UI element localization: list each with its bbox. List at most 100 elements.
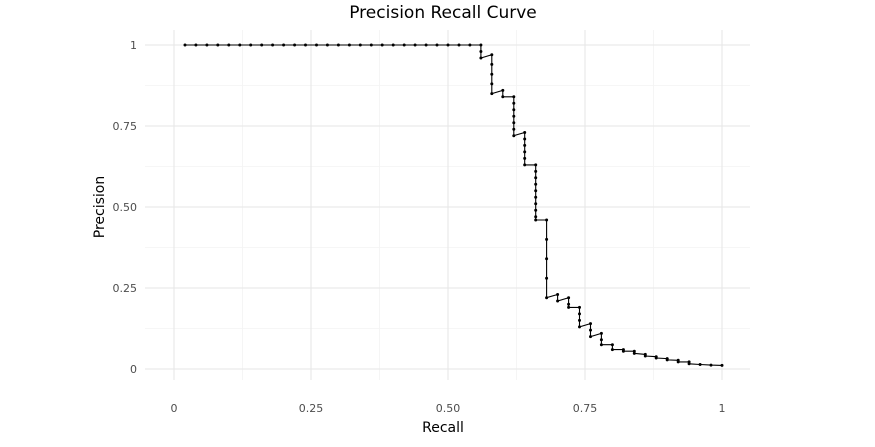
data-point [512, 108, 516, 112]
x-tick-label: 0 [171, 402, 178, 415]
data-point [523, 156, 527, 160]
data-point [545, 218, 549, 222]
data-point [479, 43, 483, 47]
data-point [632, 349, 636, 353]
data-point [676, 360, 680, 364]
data-point [315, 43, 318, 47]
y-tick-label: 0.75 [113, 120, 138, 133]
data-point [589, 328, 592, 332]
data-point [523, 163, 527, 167]
data-point [578, 305, 581, 309]
x-tick-label: 0.75 [573, 402, 598, 415]
data-point [271, 43, 275, 47]
data-point [205, 43, 209, 47]
y-axis-ticks: 0 0.25 0.50 0.75 1 [113, 39, 138, 376]
data-point [523, 137, 527, 141]
data-point [545, 276, 549, 280]
data-point [534, 195, 538, 199]
data-point [249, 43, 253, 47]
data-point [534, 208, 538, 212]
data-point [556, 299, 560, 303]
data-point [589, 335, 592, 339]
data-point [534, 182, 538, 186]
x-axis-title: Recall [422, 420, 464, 436]
data-point [501, 95, 505, 99]
data-point [468, 43, 472, 47]
data-point [490, 62, 494, 66]
data-point [534, 215, 538, 219]
data-point [589, 322, 592, 326]
data-point [599, 338, 603, 342]
data-point [545, 296, 549, 300]
data-point [599, 331, 603, 335]
data-point [545, 257, 549, 261]
series-line [185, 44, 723, 366]
data-point [534, 218, 538, 222]
data-point [435, 43, 439, 47]
x-tick-label: 0.25 [299, 402, 324, 415]
data-point [293, 43, 297, 47]
data-point [610, 343, 614, 347]
x-tick-label: 0.50 [436, 402, 461, 415]
data-point [490, 72, 494, 76]
data-point [446, 43, 450, 47]
data-point [654, 356, 658, 360]
data-point [457, 43, 461, 47]
data-point [424, 43, 428, 47]
data-point [567, 305, 571, 309]
data-point [534, 189, 538, 193]
data-point [643, 354, 647, 358]
data-point [479, 56, 483, 60]
data-point [512, 127, 516, 131]
grid [145, 30, 750, 380]
data-point [479, 50, 483, 53]
data-point [698, 363, 702, 366]
data-point [391, 43, 395, 47]
data-point [610, 348, 614, 352]
data-point [709, 363, 713, 367]
data-point [665, 358, 669, 362]
data-point [194, 43, 198, 47]
data-point [282, 43, 286, 47]
y-tick-label: 0.50 [113, 201, 138, 214]
data-point [260, 43, 264, 47]
x-axis-ticks: 0 0.25 0.50 0.75 1 [171, 402, 726, 415]
chart-title: Precision Recall Curve [349, 3, 537, 23]
data-point [621, 349, 625, 353]
data-point [336, 43, 340, 47]
data-point [402, 43, 406, 47]
data-point [632, 351, 636, 355]
data-point [534, 176, 538, 180]
data-point [216, 43, 220, 47]
data-point [534, 169, 538, 173]
y-tick-label: 1 [130, 39, 137, 52]
data-point [556, 293, 560, 296]
data-point [578, 312, 581, 316]
data-point [347, 43, 351, 47]
series-points [183, 43, 724, 367]
y-axis-title: Precision [92, 176, 108, 238]
data-point [380, 43, 384, 47]
x-tick-label: 1 [719, 402, 726, 415]
data-point [490, 53, 494, 57]
data-point [720, 363, 724, 367]
data-point [501, 88, 505, 92]
data-point [512, 114, 516, 118]
data-point [304, 43, 307, 47]
y-tick-label: 0 [130, 363, 137, 376]
data-point [512, 101, 516, 105]
data-point [490, 82, 494, 86]
data-point [578, 318, 581, 322]
data-point [687, 362, 691, 366]
data-point [490, 92, 494, 96]
data-point [369, 43, 373, 47]
data-point [534, 202, 538, 206]
data-point [567, 296, 571, 300]
data-point [413, 43, 417, 47]
data-point [325, 43, 329, 47]
data-point [227, 43, 231, 47]
data-point [512, 121, 516, 125]
y-tick-label: 0.25 [113, 282, 138, 295]
data-point [523, 150, 527, 154]
